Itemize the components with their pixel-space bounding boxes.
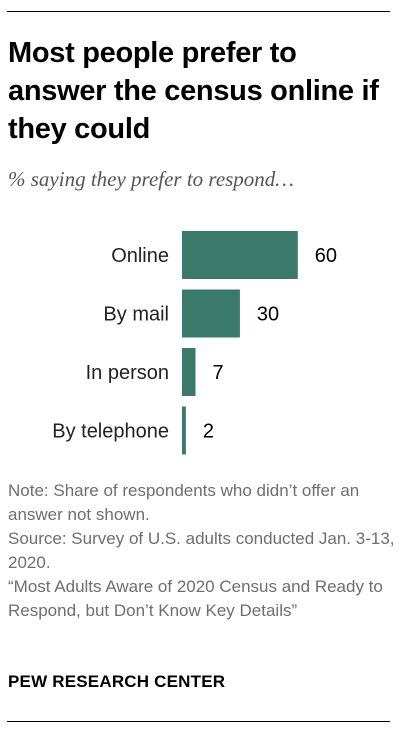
value-label: 7 <box>213 362 224 384</box>
bar <box>182 231 298 279</box>
chart-subtitle: % saying they prefer to respond… <box>8 167 294 191</box>
bar <box>182 348 196 396</box>
category-label: By telephone <box>52 421 169 443</box>
value-label: 60 <box>315 245 337 267</box>
bottom-rule <box>7 721 390 722</box>
bar <box>182 406 186 455</box>
chart-title: Most people prefer to answer the census … <box>8 37 379 145</box>
organization-logo-text: PEW RESEARCH CENTER <box>8 672 226 691</box>
note-text: Note: Share of respondents who didn’t of… <box>8 481 360 524</box>
bar-chart: Online 60 By mail 30 In person 7 By telephone 2 <box>52 231 337 455</box>
chart-notes: Note: Share of respondents who didn’t of… <box>8 479 400 623</box>
category-label: Online <box>111 245 169 267</box>
category-label: In person <box>86 362 169 384</box>
value-label: 2 <box>203 421 214 443</box>
top-rule <box>7 11 390 12</box>
category-label: By mail <box>103 304 169 326</box>
report-citation: “Most Adults Aware of 2020 Census and Re… <box>8 577 383 620</box>
value-label: 30 <box>257 304 279 326</box>
source-text: Source: Survey of U.S. adults conducted … <box>8 529 395 572</box>
bar <box>182 289 240 338</box>
